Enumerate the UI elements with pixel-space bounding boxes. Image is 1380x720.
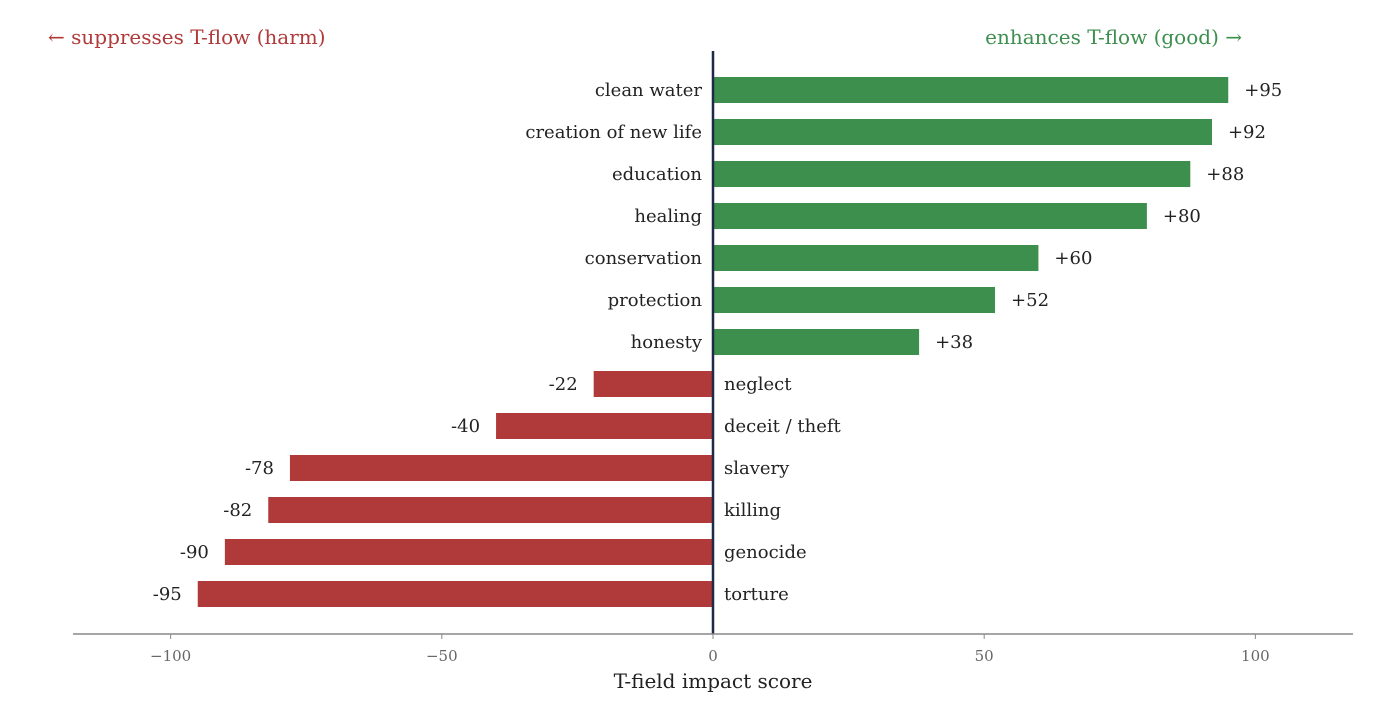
category-label: education: [612, 164, 702, 185]
bar-0: [713, 77, 1229, 103]
value-label: +88: [1206, 164, 1244, 185]
annotation-harm: ← suppresses T-flow (harm): [48, 25, 326, 49]
category-label: killing: [724, 500, 781, 521]
x-tick-label: 100: [1241, 647, 1270, 665]
category-label: clean water: [595, 80, 703, 101]
bar-12: [197, 581, 714, 607]
x-tick-label: 50: [975, 647, 994, 665]
value-label: -22: [549, 374, 578, 395]
bar-8: [496, 413, 713, 439]
value-label: +95: [1244, 80, 1282, 101]
bar-1: [713, 119, 1212, 145]
value-label: +80: [1163, 206, 1201, 227]
value-label: -40: [451, 416, 480, 437]
value-label: +60: [1054, 248, 1092, 269]
value-label: +52: [1011, 290, 1049, 311]
bar-4: [713, 245, 1039, 271]
category-label: protection: [608, 290, 703, 311]
value-label: +38: [935, 332, 973, 353]
category-label: genocide: [724, 542, 807, 563]
value-label: -82: [223, 500, 252, 521]
bar-9: [289, 455, 713, 481]
bar-5: [713, 287, 996, 313]
category-label: healing: [634, 206, 702, 227]
value-label: -78: [245, 458, 274, 479]
bar-3: [713, 203, 1147, 229]
bar-7: [593, 371, 713, 397]
bar-6: [713, 329, 920, 355]
category-label: creation of new life: [525, 122, 702, 143]
x-axis-title: T-field impact score: [614, 669, 813, 693]
x-tick-label: 0: [708, 647, 718, 665]
category-label: conservation: [585, 248, 703, 269]
value-label: +92: [1228, 122, 1266, 143]
category-label: torture: [724, 584, 789, 605]
category-label: neglect: [724, 374, 792, 395]
x-tick-label: −50: [426, 647, 458, 665]
x-tick-label: −100: [150, 647, 191, 665]
bars: [197, 77, 1229, 607]
bar-labels: clean water +95 creation of new life +92 edu…: [153, 80, 1283, 605]
x-axis-ticks: −100 −50 0 50 100: [150, 634, 1270, 665]
value-label: -95: [153, 584, 182, 605]
category-label: deceit / theft: [724, 416, 842, 437]
bar-11: [224, 539, 713, 565]
annotation-good: enhances T-flow (good) →: [985, 25, 1242, 49]
bar-10: [268, 497, 713, 523]
category-label: slavery: [724, 458, 790, 479]
value-label: -90: [180, 542, 209, 563]
bar-2: [713, 161, 1191, 187]
category-label: honesty: [631, 332, 703, 353]
